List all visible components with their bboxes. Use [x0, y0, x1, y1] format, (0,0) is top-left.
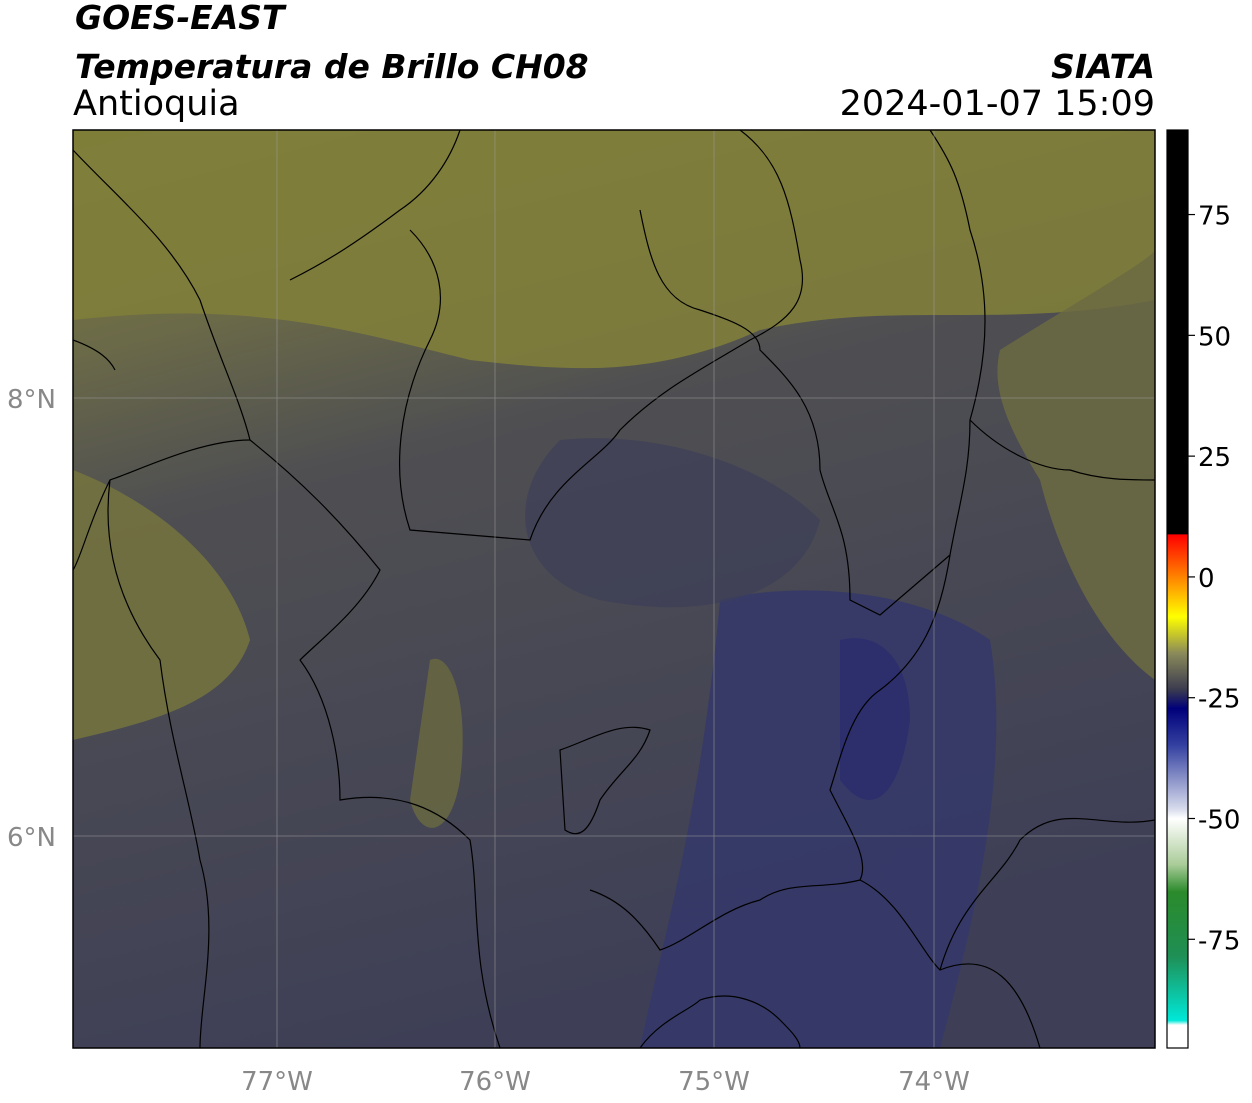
- lon-label: 75°W: [678, 1067, 750, 1097]
- lon-label: 74°W: [898, 1067, 970, 1097]
- colorbar-tick-label: -75: [1198, 926, 1240, 956]
- colorbar-tick-label: -50: [1198, 806, 1240, 836]
- map-frame: [72, 129, 1156, 1049]
- region: Antioquia: [73, 84, 240, 124]
- satellite-image: [73, 130, 1155, 1048]
- boundaries: [73, 130, 1155, 1048]
- title: GOES-EAST: [75, 0, 287, 37]
- colorbar-tick-label: 25: [1198, 443, 1231, 473]
- datetime: 2024-01-07 15:09: [840, 84, 1155, 124]
- lat-label: 6°N: [7, 823, 56, 853]
- lat-label: 8°N: [7, 385, 56, 415]
- subtitle: Temperatura de Brillo CH08: [75, 47, 589, 86]
- graticule: [73, 130, 1155, 1048]
- colorbar: [1166, 129, 1189, 1049]
- colorbar-tick-label: 50: [1198, 322, 1231, 352]
- source: SIATA: [1051, 47, 1155, 86]
- lon-label: 76°W: [459, 1067, 531, 1097]
- colorbar-tick-label: 75: [1198, 202, 1231, 232]
- colorbar-tick-label: -25: [1198, 685, 1240, 715]
- colorbar-tick-label: 0: [1198, 564, 1215, 594]
- lon-label: 77°W: [241, 1067, 313, 1097]
